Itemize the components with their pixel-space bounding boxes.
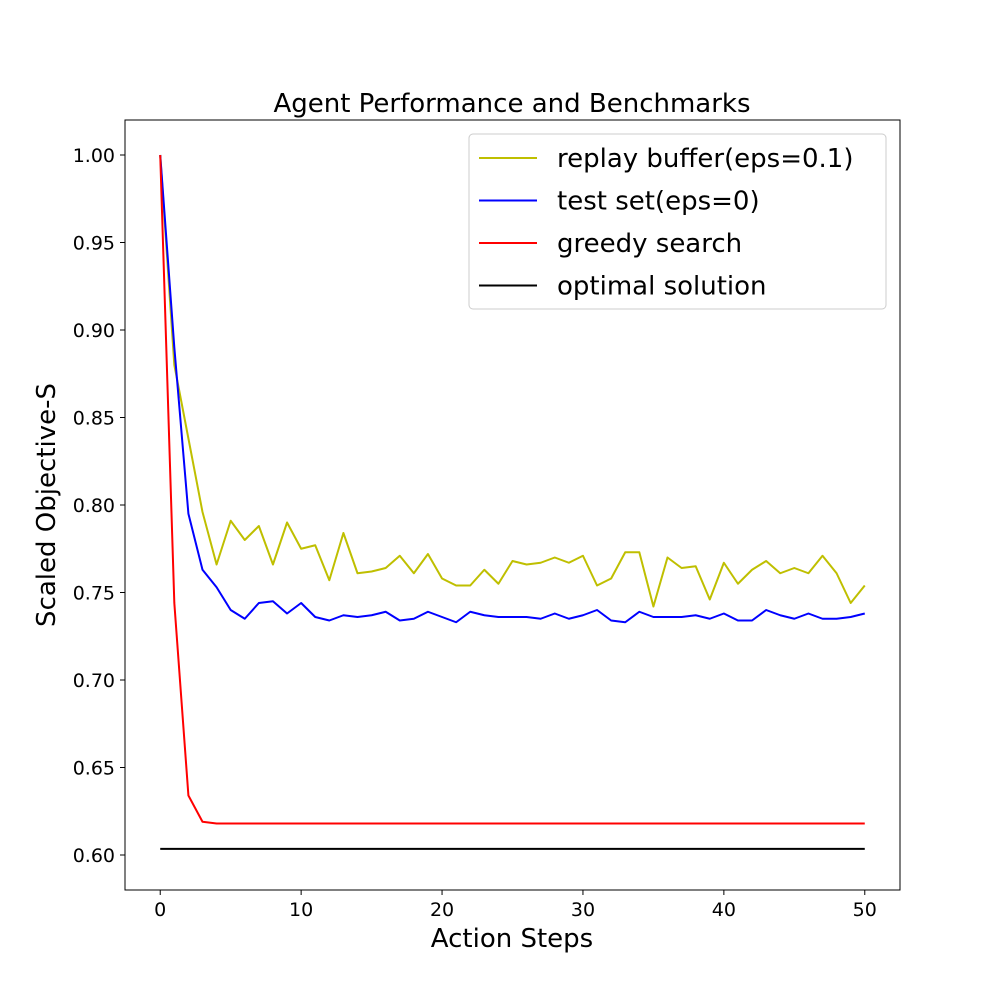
- y-tick-label: 0.75: [73, 583, 115, 605]
- x-axis-label: Action Steps: [431, 924, 593, 954]
- chart-title: Agent Performance and Benchmarks: [273, 89, 750, 119]
- series-line-1: [159, 154, 866, 624]
- x-tick-label: 30: [571, 899, 595, 921]
- y-axis-label: Scaled Objective-S: [32, 383, 62, 627]
- y-tick-label: 0.90: [73, 320, 115, 342]
- x-tick-label: 0: [154, 899, 166, 921]
- x-tick-label: 40: [712, 899, 736, 921]
- y-tick-label: 0.65: [73, 758, 115, 780]
- y-tick-label: 0.85: [73, 408, 115, 430]
- legend-box: [468, 133, 887, 310]
- x-tick-label: 20: [430, 899, 454, 921]
- legend-label-1: test set(eps=0): [557, 187, 760, 217]
- y-axis: 0.60 0.65 0.70 0.75 0.80 0.85 0.90 0.95 1.00: [73, 145, 125, 867]
- legend: replay buffer(eps=0.1) test set(eps=0) gre…: [468, 133, 887, 310]
- legend-label-2: greedy search: [557, 229, 742, 259]
- series-line-0: [159, 154, 866, 608]
- x-tick-label: 10: [289, 899, 313, 921]
- y-tick-label: 1.00: [73, 145, 115, 167]
- series-layer: [159, 154, 866, 850]
- series-line-2: [159, 154, 865, 825]
- legend-label-3: optimal solution: [557, 272, 767, 302]
- legend-label-0: replay buffer(eps=0.1): [557, 144, 853, 174]
- x-axis: 0 10 20 30 40 50: [154, 890, 877, 921]
- x-tick-label: 50: [853, 899, 877, 921]
- y-tick-label: 0.60: [73, 845, 115, 867]
- y-tick-label: 0.70: [73, 670, 115, 692]
- y-tick-label: 0.80: [73, 495, 115, 517]
- y-tick-label: 0.95: [73, 233, 115, 255]
